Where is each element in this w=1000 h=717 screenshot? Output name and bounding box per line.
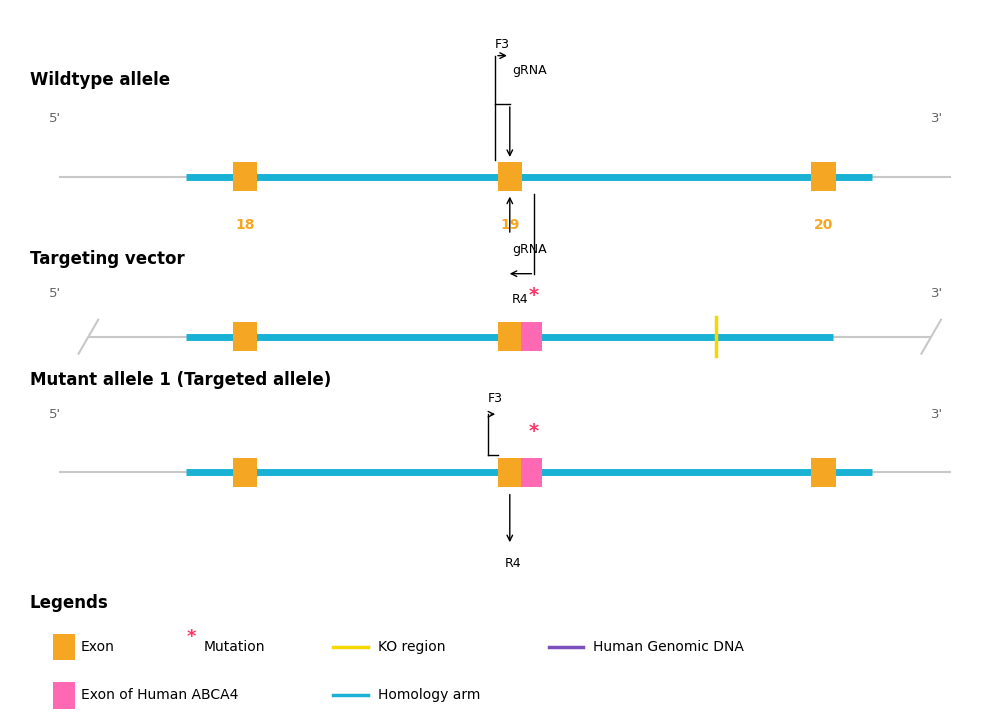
Text: 5': 5' bbox=[49, 408, 61, 421]
Text: R4: R4 bbox=[505, 557, 522, 570]
Text: 3': 3' bbox=[931, 287, 943, 300]
Bar bbox=[233, 322, 257, 351]
Text: *: * bbox=[187, 628, 196, 646]
Text: KO region: KO region bbox=[378, 640, 445, 654]
Text: Homology arm: Homology arm bbox=[378, 688, 480, 702]
Text: Targeting vector: Targeting vector bbox=[30, 250, 184, 268]
Text: Human Genomic DNA: Human Genomic DNA bbox=[593, 640, 744, 654]
Bar bbox=[53, 634, 75, 660]
Text: R4: R4 bbox=[511, 293, 528, 306]
Text: Mutation: Mutation bbox=[204, 640, 266, 654]
Text: 3': 3' bbox=[931, 112, 943, 125]
Text: gRNA: gRNA bbox=[513, 64, 547, 77]
Text: 3': 3' bbox=[931, 408, 943, 421]
Text: gRNA: gRNA bbox=[513, 243, 547, 256]
Text: Exon: Exon bbox=[81, 640, 114, 654]
Text: Mutant allele 1 (Targeted allele): Mutant allele 1 (Targeted allele) bbox=[30, 371, 331, 389]
Text: 20: 20 bbox=[814, 218, 833, 232]
Text: *: * bbox=[528, 286, 538, 305]
Bar bbox=[53, 682, 75, 708]
Bar bbox=[498, 162, 522, 191]
Text: Wildtype allele: Wildtype allele bbox=[30, 71, 170, 89]
Text: 5': 5' bbox=[49, 287, 61, 300]
Bar bbox=[521, 322, 542, 351]
Bar bbox=[498, 322, 522, 351]
Bar bbox=[233, 162, 257, 191]
Text: F3: F3 bbox=[495, 38, 510, 51]
Bar bbox=[811, 458, 836, 487]
Bar bbox=[498, 458, 522, 487]
Bar bbox=[811, 162, 836, 191]
Text: 18: 18 bbox=[235, 218, 255, 232]
Text: 5': 5' bbox=[49, 112, 61, 125]
Text: Exon of Human ABCA4: Exon of Human ABCA4 bbox=[81, 688, 238, 702]
Text: 19: 19 bbox=[500, 218, 519, 232]
Text: Legends: Legends bbox=[30, 594, 108, 612]
Bar bbox=[233, 458, 257, 487]
Text: *: * bbox=[528, 422, 538, 441]
Text: F3: F3 bbox=[488, 391, 503, 404]
Bar bbox=[521, 458, 542, 487]
